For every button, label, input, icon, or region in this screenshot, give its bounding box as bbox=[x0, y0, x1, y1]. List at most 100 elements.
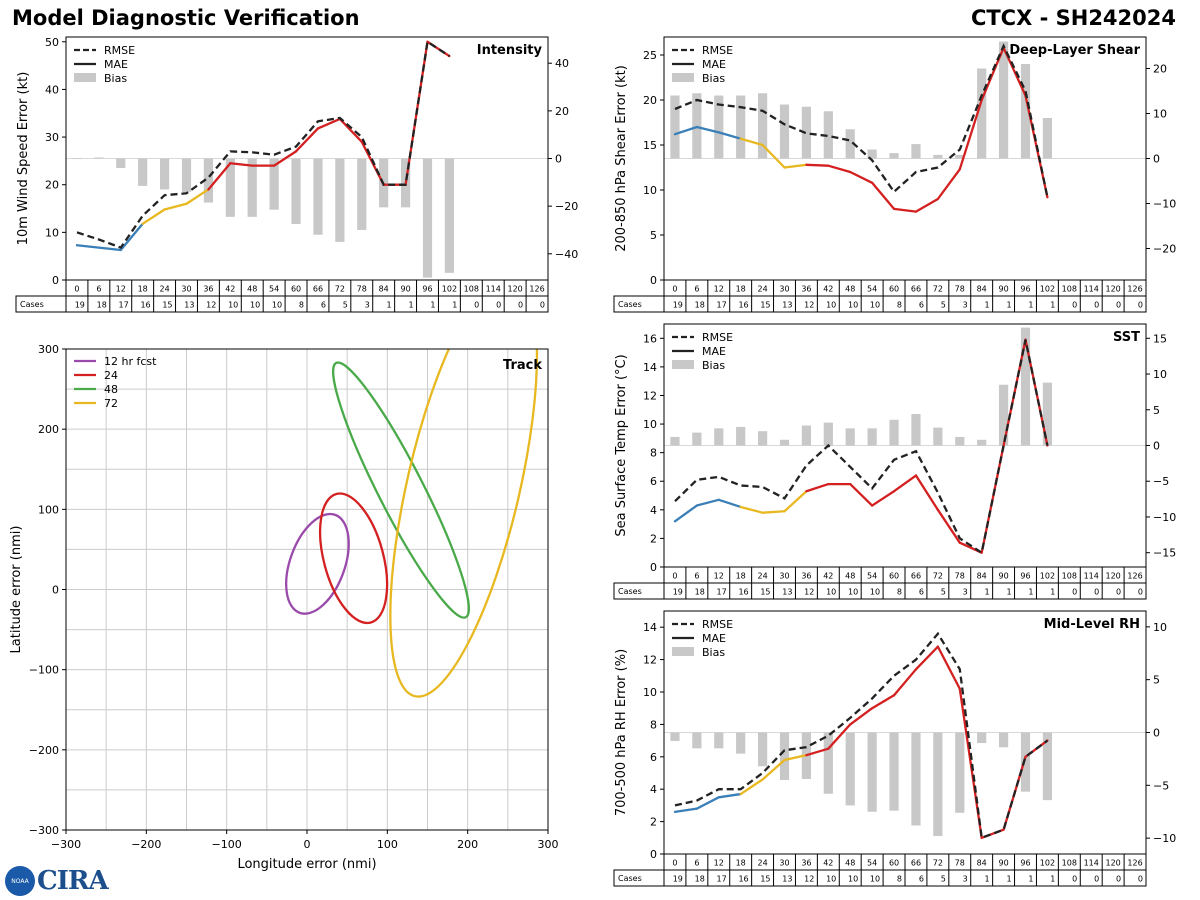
rh-case-count: 13 bbox=[782, 875, 792, 884]
rh-hour-label: 78 bbox=[955, 859, 965, 868]
intensity-ytick-label: 20 bbox=[45, 179, 59, 192]
intensity-mae-segment bbox=[75, 244, 101, 249]
rh-case-count: 10 bbox=[870, 875, 880, 884]
rh-hour-label: 54 bbox=[867, 859, 877, 868]
sst-ylabel: Sea Surface Temp Error (°C) bbox=[614, 354, 629, 536]
rh-ytick-right-label: −5 bbox=[1153, 779, 1169, 792]
shear-bias-bar bbox=[1042, 118, 1053, 159]
sst-case-count: 3 bbox=[963, 588, 968, 597]
rh-hour-label: 120 bbox=[1105, 859, 1120, 868]
intensity-hour-label: 78 bbox=[357, 285, 367, 294]
sst-case-count: 17 bbox=[717, 588, 727, 597]
intensity-case-count: 5 bbox=[343, 301, 348, 310]
sst-ytick-right-label: 0 bbox=[1153, 440, 1160, 453]
shear-case-count: 16 bbox=[738, 301, 748, 310]
sst-case-count: 0 bbox=[1138, 588, 1143, 597]
intensity-bias-bar bbox=[138, 158, 148, 186]
track-xtick-label: 0 bbox=[304, 838, 311, 851]
rh-bias-bar bbox=[670, 732, 680, 741]
shear-ytick-right-label: 20 bbox=[1153, 63, 1167, 76]
sst-mae-segment bbox=[673, 504, 699, 523]
sst-ytick-label: 14 bbox=[643, 361, 657, 374]
rh-case-count: 3 bbox=[963, 875, 968, 884]
rh-legend-bias: Bias bbox=[702, 646, 725, 659]
intensity-case-count: 8 bbox=[299, 301, 304, 310]
sst-case-count: 10 bbox=[826, 588, 836, 597]
rh-hour-label: 0 bbox=[672, 859, 677, 868]
rh-cases-row bbox=[613, 869, 1147, 887]
sst-hour-label: 18 bbox=[736, 572, 746, 581]
rh-mae-segment bbox=[914, 645, 940, 671]
intensity-case-count: 19 bbox=[75, 301, 85, 310]
rh-mae-segment bbox=[761, 758, 786, 781]
intensity-legend-rmse: RMSE bbox=[104, 44, 135, 57]
sst-bias-bar bbox=[692, 432, 702, 446]
rh-case-count: 10 bbox=[848, 875, 858, 884]
rh-mae-segment bbox=[805, 747, 830, 757]
shear-hour-label: 54 bbox=[867, 285, 877, 294]
sst-title: SST bbox=[1113, 330, 1140, 345]
track-ellipse-72 bbox=[389, 349, 539, 698]
sst-mae-segment bbox=[739, 505, 764, 514]
shear-mae-segment bbox=[936, 168, 961, 201]
shear-mae-segment bbox=[958, 98, 983, 171]
track-ellipses bbox=[285, 349, 539, 698]
intensity-rmse-line bbox=[76, 39, 451, 249]
intensity-title: Intensity bbox=[477, 43, 543, 58]
intensity-bias-bar bbox=[203, 158, 214, 203]
shear-hour-label: 78 bbox=[955, 285, 965, 294]
rh-mae-segment bbox=[739, 778, 764, 796]
sst-case-count: 10 bbox=[870, 588, 880, 597]
track-ytick-label: 200 bbox=[38, 423, 59, 436]
intensity-hour-label: 120 bbox=[507, 285, 522, 294]
rh-case-count: 0 bbox=[1094, 875, 1099, 884]
shear-cases-caption: Cases bbox=[618, 300, 642, 309]
rh-hour-label: 60 bbox=[889, 859, 899, 868]
rh-mae-segment bbox=[695, 796, 720, 810]
rh-bias-bar bbox=[911, 732, 921, 826]
rh-case-count: 16 bbox=[738, 875, 748, 884]
shear-case-count: 15 bbox=[760, 301, 770, 310]
rh-ytick-label: 14 bbox=[643, 621, 657, 634]
shear-legend-rmse: RMSE bbox=[702, 44, 733, 57]
shear-case-count: 18 bbox=[695, 301, 705, 310]
track-legend-label: 72 bbox=[104, 397, 118, 410]
rh-hour-label: 114 bbox=[1084, 859, 1099, 868]
intensity-bias-bar bbox=[444, 158, 455, 273]
intensity-bias-bar bbox=[225, 158, 235, 217]
rh-case-count: 1 bbox=[1050, 875, 1055, 884]
track-xtick-label: 100 bbox=[377, 838, 398, 851]
intensity-hour-label: 90 bbox=[400, 285, 410, 294]
track-xtick-label: 300 bbox=[538, 838, 559, 851]
sst-mae-segment bbox=[695, 498, 720, 507]
rh-mae-segment bbox=[783, 754, 808, 762]
shear-hour-label: 120 bbox=[1105, 285, 1120, 294]
shear-bias-bar bbox=[757, 93, 768, 159]
sst-case-count: 18 bbox=[695, 588, 705, 597]
sst-bias-bar bbox=[998, 384, 1009, 446]
sst-ytick-label: 16 bbox=[643, 332, 657, 345]
sst-hour-label: 6 bbox=[694, 572, 699, 581]
sst-mae-segment bbox=[870, 490, 896, 507]
sst-ytick-right-label: 15 bbox=[1153, 332, 1167, 345]
shear-hour-label: 84 bbox=[977, 285, 987, 294]
sst-ytick-right-label: −5 bbox=[1153, 475, 1169, 488]
shear-case-count: 10 bbox=[848, 301, 858, 310]
rh-case-count: 17 bbox=[717, 875, 727, 884]
shear-mae-segment bbox=[892, 207, 918, 213]
intensity-case-count: 0 bbox=[496, 301, 501, 310]
intensity-ytick-right-label: −20 bbox=[555, 200, 578, 213]
intensity-bias-bar bbox=[94, 157, 104, 159]
sst-mae-segment bbox=[914, 474, 940, 511]
shear-legend-mae: MAE bbox=[702, 58, 726, 71]
intensity-ytick-label: 0 bbox=[52, 274, 59, 287]
intensity-hour-label: 0 bbox=[74, 285, 79, 294]
intensity-case-count: 18 bbox=[97, 301, 107, 310]
rh-ytick-label: 2 bbox=[650, 816, 657, 829]
rh-hour-label: 126 bbox=[1127, 859, 1142, 868]
sst-hour-label: 72 bbox=[933, 572, 943, 581]
track-ytick-label: −200 bbox=[29, 744, 59, 757]
shear-case-count: 5 bbox=[941, 301, 946, 310]
intensity-bias-bar bbox=[116, 158, 126, 169]
intensity-mae-segment bbox=[272, 150, 298, 167]
